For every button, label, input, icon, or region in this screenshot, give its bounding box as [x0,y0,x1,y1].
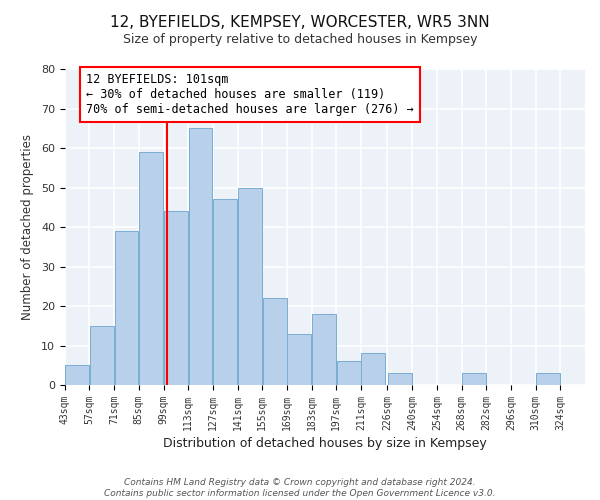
Bar [214,200,237,385]
X-axis label: Distribution of detached houses by size in Kempsey: Distribution of detached houses by size … [163,437,487,450]
Text: 12, BYEFIELDS, KEMPSEY, WORCESTER, WR5 3NN: 12, BYEFIELDS, KEMPSEY, WORCESTER, WR5 3… [110,15,490,30]
Bar [188,128,212,385]
Bar [462,373,486,385]
Bar [287,334,311,385]
Bar [164,211,188,385]
Bar [337,362,361,385]
Y-axis label: Number of detached properties: Number of detached properties [21,134,34,320]
Bar [139,152,163,385]
Bar [90,326,114,385]
Bar [238,188,262,385]
Bar [361,354,385,385]
Bar [263,298,287,385]
Bar [312,314,336,385]
Text: Contains HM Land Registry data © Crown copyright and database right 2024.
Contai: Contains HM Land Registry data © Crown c… [104,478,496,498]
Bar [115,231,139,385]
Bar [536,373,560,385]
Bar [388,373,412,385]
Text: Size of property relative to detached houses in Kempsey: Size of property relative to detached ho… [123,32,477,46]
Text: 12 BYEFIELDS: 101sqm
← 30% of detached houses are smaller (119)
70% of semi-deta: 12 BYEFIELDS: 101sqm ← 30% of detached h… [86,73,414,116]
Bar [65,366,89,385]
